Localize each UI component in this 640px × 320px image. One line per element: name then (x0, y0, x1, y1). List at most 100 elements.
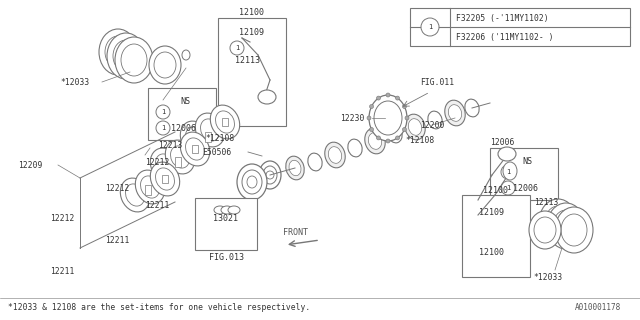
Circle shape (396, 136, 399, 140)
Bar (410, 8, 630, 46)
Text: F32205 (-'11MY1102): F32205 (-'11MY1102) (456, 13, 548, 22)
Bar (222, 118, 228, 126)
Ellipse shape (498, 147, 516, 161)
Ellipse shape (150, 162, 180, 196)
Text: FIG.013: FIG.013 (209, 253, 243, 262)
Text: 12113: 12113 (236, 55, 260, 65)
Bar (148, 88, 216, 140)
Text: A010001178: A010001178 (575, 303, 621, 313)
Ellipse shape (374, 101, 402, 135)
Text: 12209: 12209 (18, 161, 42, 170)
Ellipse shape (228, 206, 240, 214)
Bar (192, 145, 198, 153)
Ellipse shape (348, 139, 362, 157)
Text: E50506: E50506 (202, 148, 231, 156)
Text: NS: NS (180, 97, 190, 106)
Ellipse shape (445, 100, 465, 126)
Text: 1: 1 (161, 125, 165, 131)
Ellipse shape (404, 114, 425, 140)
Ellipse shape (182, 50, 190, 60)
Circle shape (501, 165, 515, 179)
Text: 12211: 12211 (145, 201, 170, 210)
Text: 1: 1 (161, 109, 165, 115)
Ellipse shape (115, 37, 153, 83)
Ellipse shape (180, 121, 210, 155)
Ellipse shape (388, 125, 402, 143)
Bar (195, 198, 257, 250)
Text: 12211: 12211 (50, 268, 74, 276)
Text: 12109: 12109 (239, 28, 264, 36)
Text: 12212: 12212 (50, 213, 74, 222)
Ellipse shape (105, 36, 131, 68)
Text: 1: 1 (506, 185, 510, 191)
Ellipse shape (286, 156, 304, 180)
Circle shape (266, 171, 274, 179)
Text: 12006: 12006 (490, 138, 515, 147)
Bar (175, 157, 181, 167)
Ellipse shape (154, 52, 176, 78)
Ellipse shape (258, 90, 276, 104)
Ellipse shape (247, 176, 257, 188)
Ellipse shape (186, 138, 205, 160)
Text: 12100: 12100 (479, 247, 504, 257)
Ellipse shape (99, 29, 137, 75)
Ellipse shape (211, 105, 240, 139)
Ellipse shape (221, 206, 233, 214)
Ellipse shape (553, 210, 579, 242)
Ellipse shape (539, 199, 577, 245)
Ellipse shape (170, 146, 189, 168)
Circle shape (156, 121, 170, 135)
Ellipse shape (534, 217, 556, 243)
Ellipse shape (113, 40, 139, 72)
Circle shape (376, 136, 381, 140)
Ellipse shape (156, 154, 175, 176)
Ellipse shape (135, 170, 164, 204)
Ellipse shape (214, 206, 226, 214)
Ellipse shape (141, 176, 159, 198)
Circle shape (369, 127, 374, 132)
Ellipse shape (242, 170, 262, 194)
Circle shape (421, 18, 439, 36)
Text: *12108: *12108 (405, 135, 435, 145)
Ellipse shape (408, 119, 422, 135)
Text: *12108: *12108 (205, 133, 234, 142)
Text: 12212: 12212 (145, 157, 170, 166)
Ellipse shape (545, 206, 571, 238)
Text: 12006: 12006 (513, 183, 538, 193)
Ellipse shape (369, 133, 381, 149)
Circle shape (386, 139, 390, 143)
Text: 1: 1 (235, 45, 239, 51)
Ellipse shape (555, 207, 593, 253)
Ellipse shape (200, 119, 220, 141)
Ellipse shape (529, 211, 561, 249)
Ellipse shape (289, 160, 301, 176)
Text: 12213: 12213 (158, 140, 182, 149)
Circle shape (367, 116, 371, 120)
Ellipse shape (149, 46, 181, 84)
Ellipse shape (125, 184, 145, 206)
Text: FIG.011: FIG.011 (420, 77, 454, 86)
Ellipse shape (503, 162, 517, 180)
Ellipse shape (428, 111, 442, 129)
Text: 12113: 12113 (534, 197, 558, 206)
Text: *12033 & 12108 are the set-items for one vehicle respectively.: *12033 & 12108 are the set-items for one… (8, 303, 310, 313)
Ellipse shape (180, 132, 210, 166)
Bar (205, 132, 211, 142)
Text: 12200: 12200 (420, 121, 444, 130)
Ellipse shape (150, 148, 180, 182)
Circle shape (369, 105, 374, 108)
Circle shape (156, 105, 170, 119)
Ellipse shape (259, 161, 281, 189)
Circle shape (230, 41, 244, 55)
Text: 12212: 12212 (105, 183, 129, 193)
Text: 12006: 12006 (170, 124, 195, 132)
Ellipse shape (465, 99, 479, 117)
Text: FRONT: FRONT (282, 228, 307, 236)
Ellipse shape (216, 111, 234, 133)
Ellipse shape (547, 203, 585, 249)
Text: *12033: *12033 (60, 77, 89, 86)
Ellipse shape (237, 164, 267, 200)
Text: 1: 1 (506, 169, 510, 175)
Ellipse shape (328, 147, 342, 163)
Text: 1: 1 (428, 24, 432, 30)
